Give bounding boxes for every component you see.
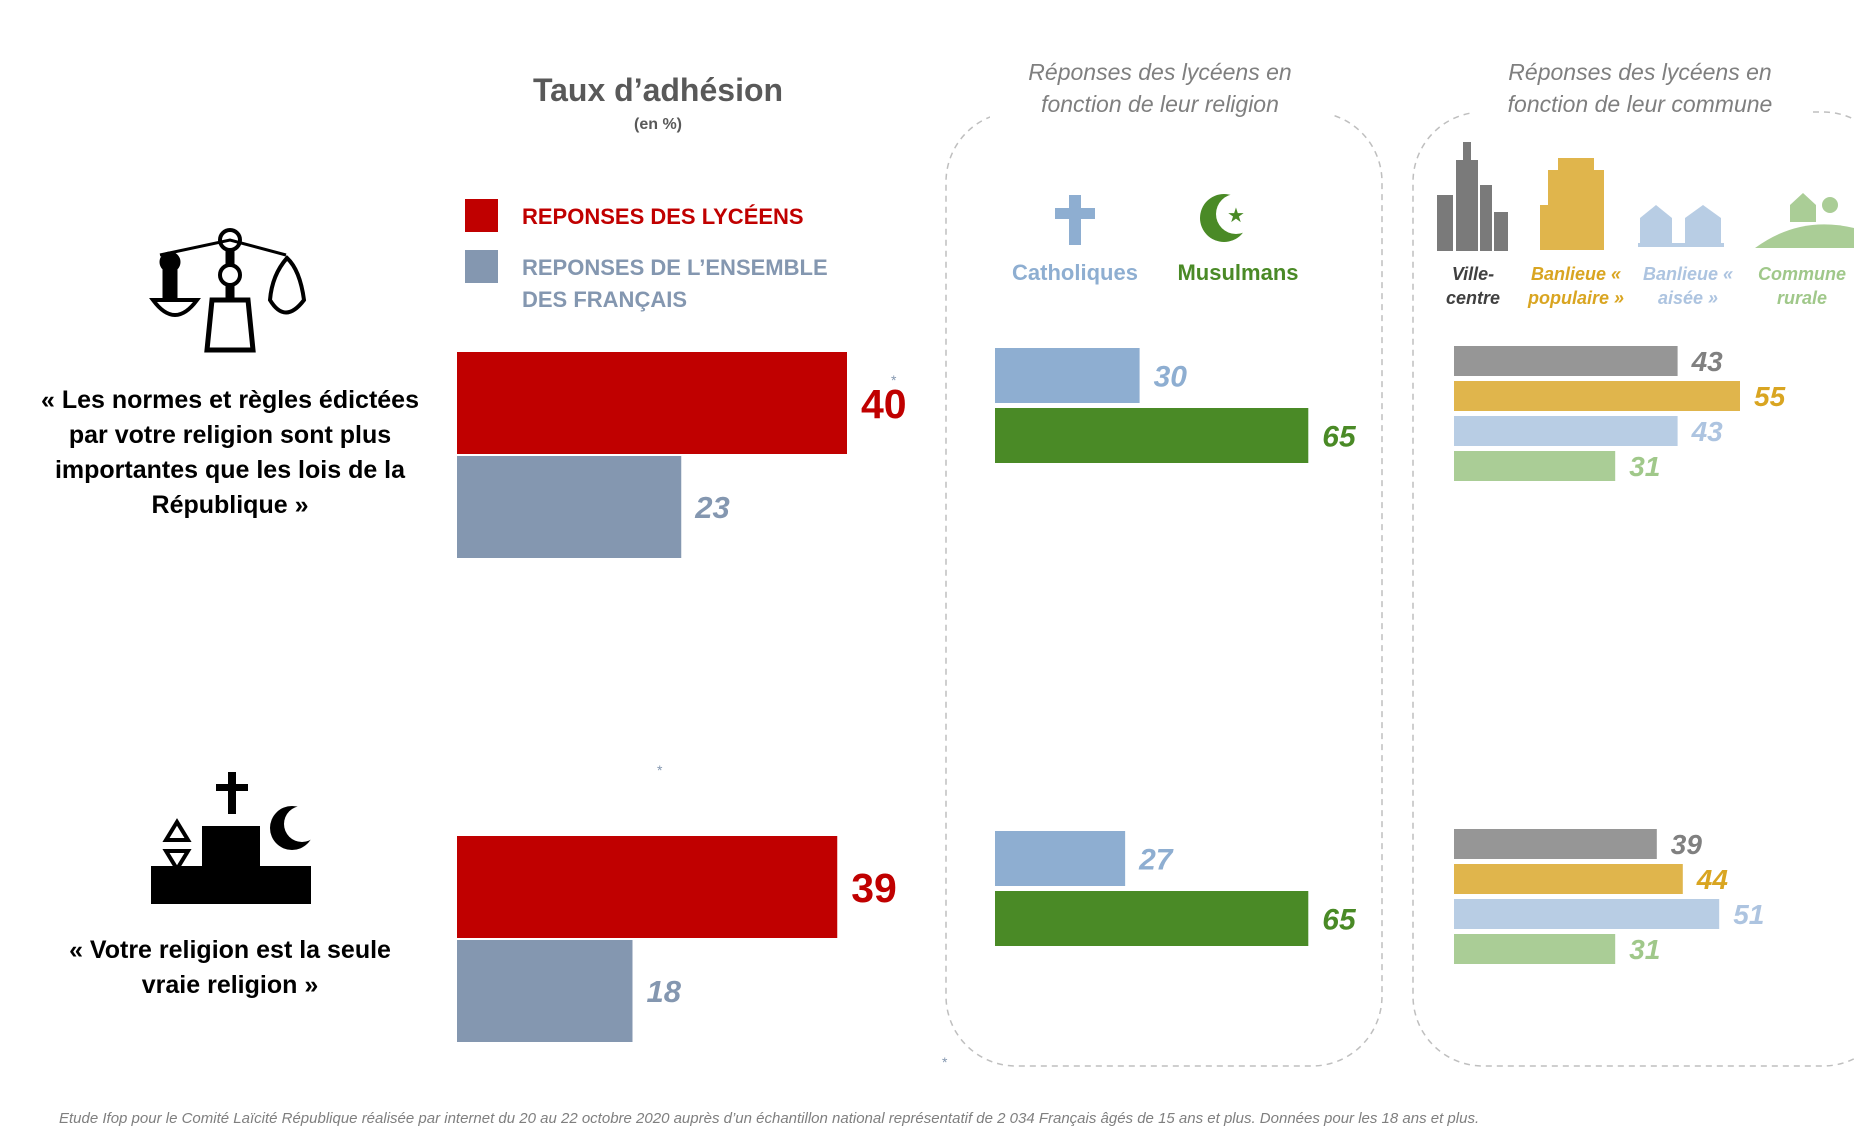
- value-label: 23: [694, 490, 729, 525]
- bar: [995, 408, 1308, 463]
- bar: [1454, 381, 1740, 411]
- house-icon: [1638, 205, 1724, 247]
- legend-label: Ville-centre: [1443, 262, 1503, 310]
- bar: [1454, 451, 1615, 481]
- crescent-icon: ★: [1200, 194, 1256, 242]
- legend-label: REPONSES DES LYCÉENS: [522, 201, 882, 233]
- bar: [995, 348, 1140, 403]
- podium-icon: [151, 772, 320, 904]
- value-label: 27: [1138, 843, 1174, 876]
- city-icon: [1437, 142, 1508, 251]
- bar: [995, 831, 1125, 886]
- annotation: *: [942, 1054, 947, 1070]
- legend-label: Banlieue « populaire »: [1521, 262, 1631, 310]
- bar: [1454, 829, 1657, 859]
- category-label: « Les normes et règles édictées par votr…: [20, 383, 440, 523]
- chart-title: Taux d’adhésion: [458, 72, 858, 109]
- value-label: 51: [1733, 899, 1764, 930]
- value-label: 31: [1629, 934, 1660, 965]
- bar: [1454, 416, 1678, 446]
- bar: [1454, 346, 1678, 376]
- value-label: 39: [1671, 829, 1703, 860]
- category-label: « Votre religion est la seule vraie reli…: [50, 933, 410, 1003]
- bar: [995, 891, 1308, 946]
- panel-title: Réponses des lycéens en fonction de leur…: [1470, 56, 1810, 120]
- value-label: 18: [647, 974, 682, 1009]
- bar: [1454, 934, 1615, 964]
- bar: [457, 940, 633, 1042]
- value-label: 39: [851, 865, 897, 911]
- value-label: 31: [1629, 451, 1660, 482]
- suburb-icon: [1540, 158, 1604, 250]
- legend-swatch: [465, 199, 498, 232]
- bar: [457, 352, 847, 454]
- bar: [1454, 899, 1719, 929]
- value-label: 40: [861, 381, 907, 427]
- cross-icon: [1055, 195, 1095, 245]
- chart-subtitle: (en %): [558, 116, 758, 134]
- legend-label: REPONSES DE L’ENSEMBLE DES FRANÇAIS: [522, 252, 842, 316]
- bar: [457, 836, 837, 938]
- legend-label: Banlieue « aisée »: [1633, 262, 1743, 310]
- bar: [457, 456, 681, 558]
- legend-label: Commune rurale: [1747, 262, 1854, 310]
- bar: [1454, 864, 1683, 894]
- value-label: 43: [1691, 416, 1724, 447]
- footnote: Etude Ifop pour le Comité Laïcité Républ…: [59, 1110, 1479, 1127]
- page: ★ 40 39 23 18 30 27 65 65 43 39 55 44 43 51 31 31 Taux …: [0, 0, 1854, 1131]
- value-label: 65: [1322, 903, 1357, 936]
- value-label: 44: [1696, 864, 1729, 895]
- panel-title: Réponses des lycéens en fonction de leur…: [990, 56, 1330, 120]
- svg-text:★: ★: [1227, 205, 1245, 227]
- value-label: 43: [1691, 346, 1724, 377]
- legend-label: Musulmans: [1163, 260, 1313, 286]
- annotation: *: [657, 762, 662, 778]
- value-label: 30: [1154, 360, 1188, 393]
- value-label: 55: [1754, 381, 1786, 412]
- legend-swatch: [465, 250, 498, 283]
- annotation: *: [891, 372, 896, 388]
- legend-label: Catholiques: [1000, 260, 1150, 286]
- rural-icon: [1755, 193, 1854, 248]
- scales-icon: [153, 230, 304, 350]
- value-label: 65: [1322, 420, 1357, 453]
